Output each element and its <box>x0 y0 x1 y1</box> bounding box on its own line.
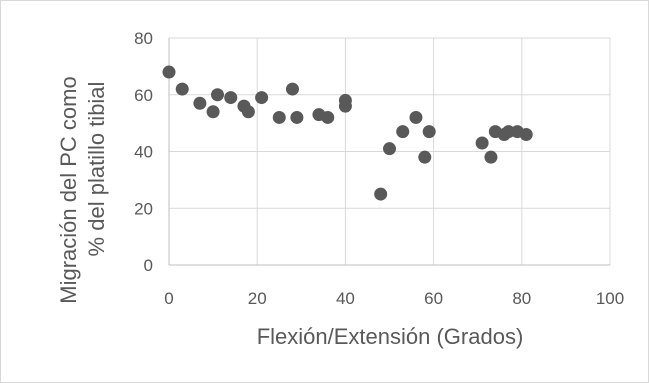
data-point <box>206 105 220 119</box>
data-point <box>211 88 225 102</box>
data-point <box>396 125 410 139</box>
data-point <box>272 110 286 124</box>
x-axis-title: Flexión/Extensión (Grados) <box>257 324 524 349</box>
data-point <box>338 99 352 113</box>
gridlines <box>169 37 611 265</box>
y-tick-label: 80 <box>134 29 153 48</box>
data-point <box>290 110 304 124</box>
data-point <box>224 91 238 105</box>
data-point <box>162 65 176 79</box>
tick-labels: 0 20 40 60 80 0 20 40 60 80 100 <box>134 29 624 308</box>
x-tick-label: 40 <box>336 289 355 308</box>
x-tick-label: 100 <box>596 289 624 308</box>
y-axis-title-line-2: % del platillo tibial <box>84 82 109 257</box>
data-point <box>418 150 432 164</box>
y-tick-label: 0 <box>144 256 153 275</box>
data-point <box>193 96 207 110</box>
data-point <box>285 82 299 96</box>
x-tick-label: 80 <box>512 289 531 308</box>
data-point <box>321 110 335 124</box>
data-point <box>175 82 189 96</box>
x-tick-label: 20 <box>248 289 267 308</box>
data-point <box>484 150 498 164</box>
data-point <box>374 187 388 201</box>
data-point <box>383 142 396 156</box>
data-point <box>422 125 436 139</box>
y-tick-label: 60 <box>134 86 153 105</box>
data-point <box>519 127 533 141</box>
data-point <box>241 105 255 119</box>
y-tick-label: 40 <box>134 143 153 162</box>
data-point <box>475 136 489 150</box>
y-tick-label: 20 <box>134 199 153 218</box>
data-point <box>409 110 423 124</box>
y-axis-title-line-1: Migración del PC como <box>56 76 81 303</box>
data-point <box>255 91 269 105</box>
data-points <box>162 65 533 201</box>
x-tick-label: 60 <box>424 289 443 308</box>
x-tick-label: 0 <box>164 289 173 308</box>
